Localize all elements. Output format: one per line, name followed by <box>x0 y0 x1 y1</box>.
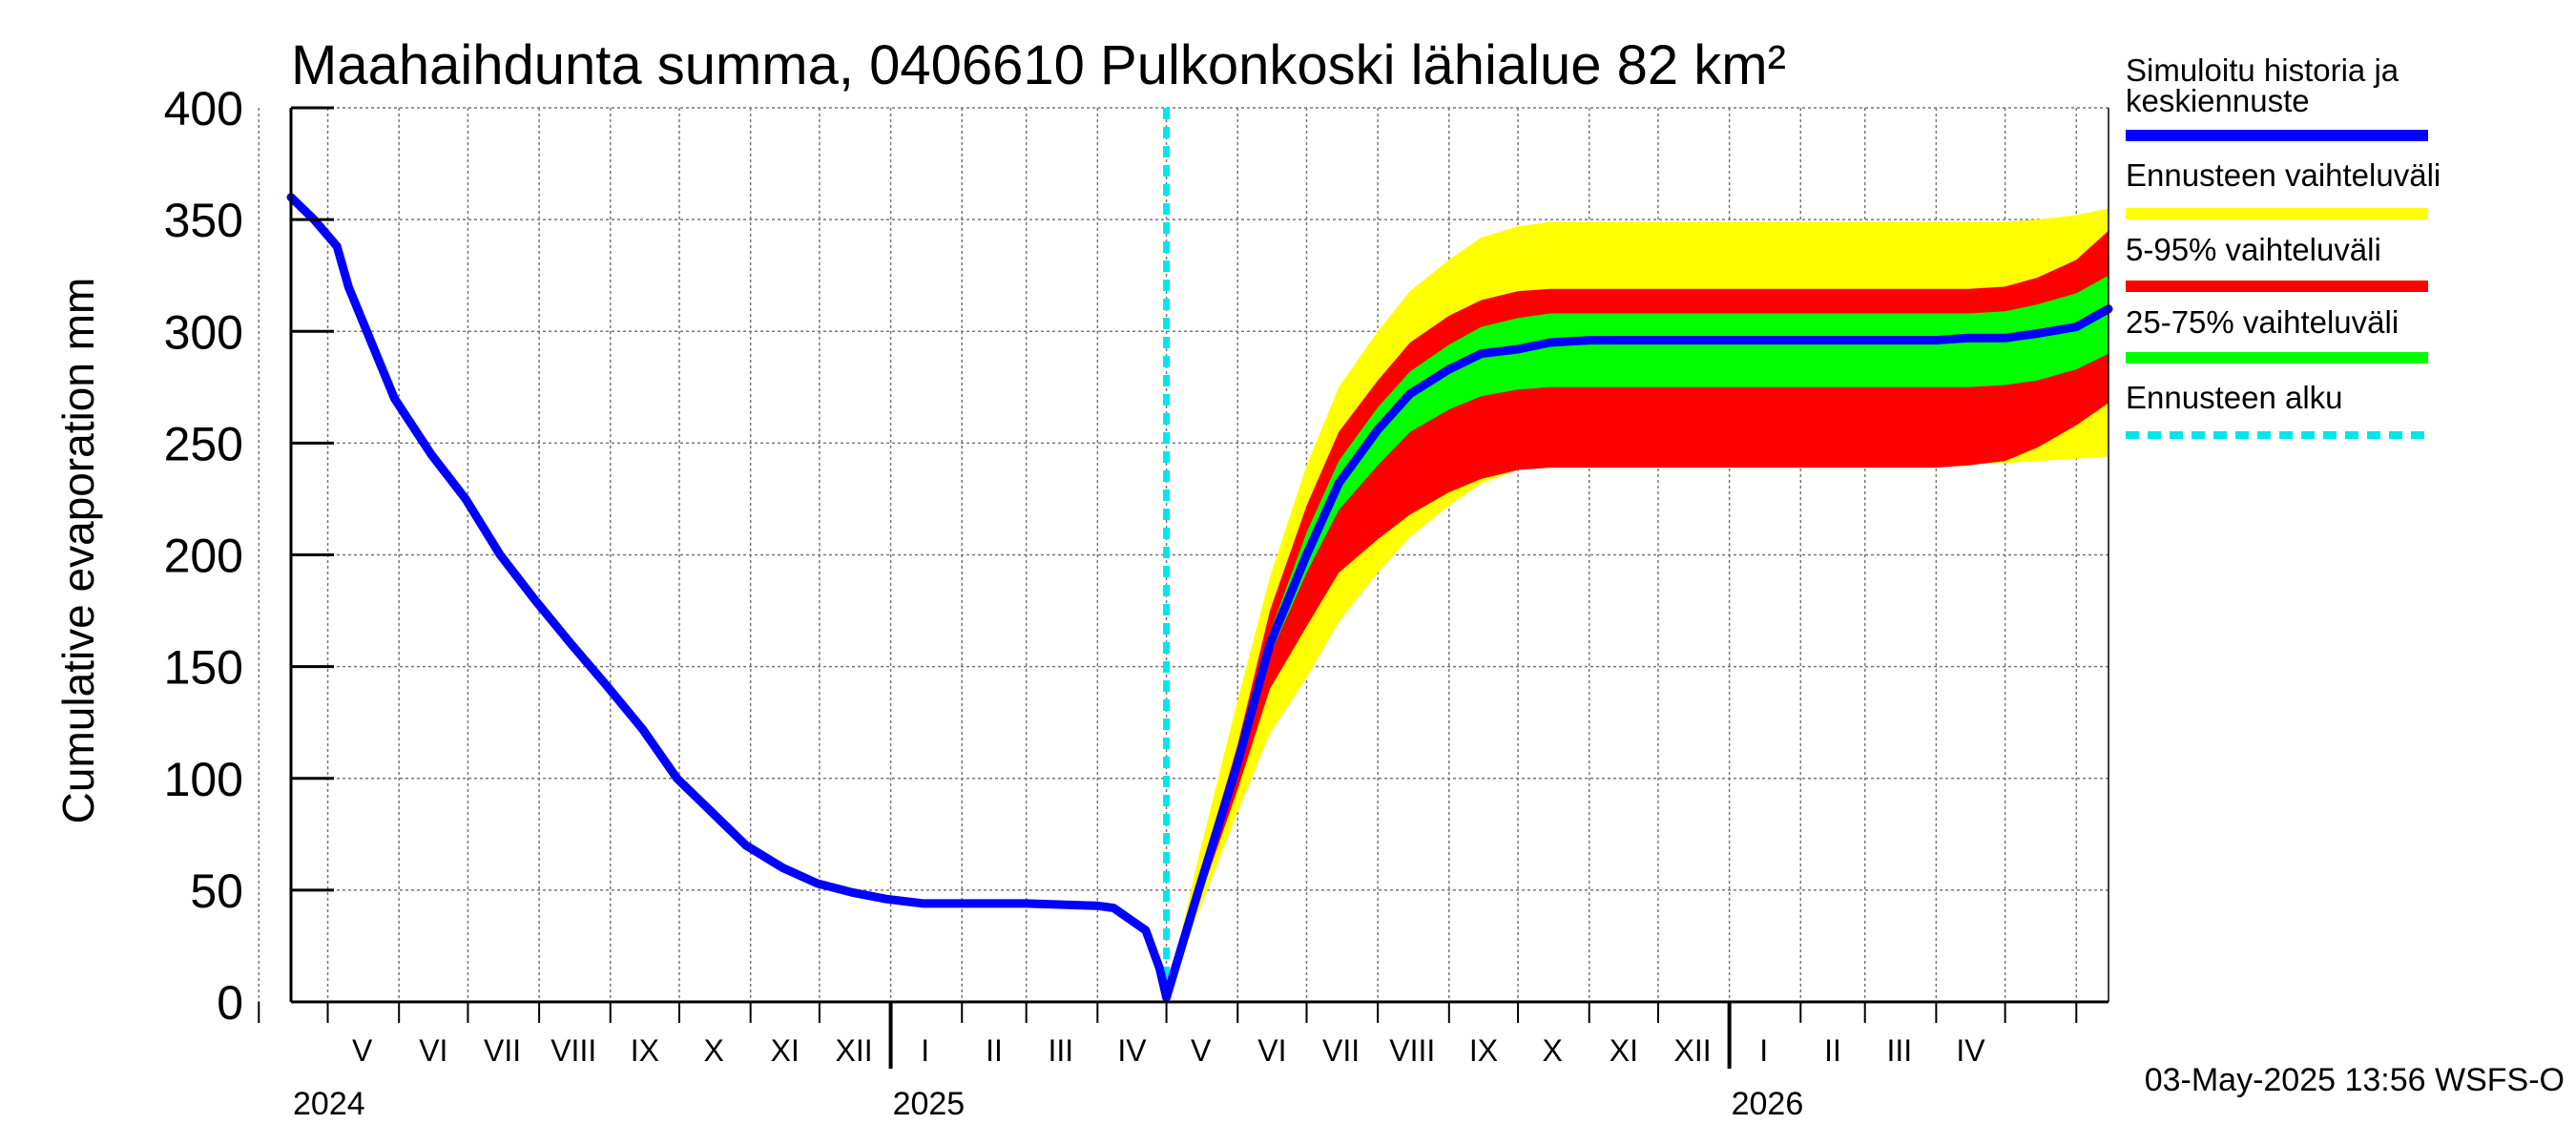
legend-history-label: Simuloitu historia ja <box>2126 52 2399 88</box>
month-label: X <box>1543 1033 1563 1068</box>
y-tick-label: 400 <box>164 82 243 135</box>
month-label: V <box>352 1033 373 1068</box>
month-label: VI <box>1257 1033 1286 1068</box>
month-label: X <box>703 1033 723 1068</box>
month-label: IX <box>1469 1033 1498 1068</box>
y-tick-label: 0 <box>217 976 243 1030</box>
year-label: 2024 <box>293 1086 365 1122</box>
month-label: III <box>1887 1033 1913 1068</box>
footer-timestamp: 03-May-2025 13:56 WSFS-O <box>2145 1062 2565 1098</box>
month-label: VII <box>1322 1033 1360 1068</box>
month-label: II <box>986 1033 1003 1068</box>
legend-forecast-start-label: Ennusteen alku <box>2126 380 2343 415</box>
month-label: I <box>1759 1033 1768 1068</box>
y-axis-label: Cumulative evaporation mm <box>53 278 103 824</box>
month-label: II <box>1824 1033 1841 1068</box>
y-tick-label: 100 <box>164 753 243 806</box>
y-tick-label: 350 <box>164 194 243 247</box>
chart-title: Maahaihdunta summa, 0406610 Pulkonkoski … <box>291 34 1786 96</box>
month-label: VI <box>419 1033 447 1068</box>
legend-25-75-label: 25-75% vaihteluväli <box>2126 304 2399 340</box>
month-label: VII <box>484 1033 521 1068</box>
y-tick-label: 250 <box>164 417 243 470</box>
series-lines <box>286 108 2113 1002</box>
band-25-75 <box>1166 275 2109 998</box>
y-tick-label: 150 <box>164 641 243 695</box>
month-label: XI <box>771 1033 800 1068</box>
month-label: IV <box>1117 1033 1147 1068</box>
legend-5-95-label: 5-95% vaihteluväli <box>2126 232 2381 267</box>
month-label: VIII <box>551 1033 596 1068</box>
year-label: 2025 <box>893 1086 966 1122</box>
legend-forecast-range-label: Ennusteen vaihteluväli <box>2126 157 2441 193</box>
year-label: 2026 <box>1732 1086 1804 1122</box>
history-line <box>286 193 1172 1002</box>
month-label: IX <box>631 1033 659 1068</box>
month-label: I <box>921 1033 929 1068</box>
month-label: XII <box>1674 1033 1712 1068</box>
month-label: XI <box>1610 1033 1638 1068</box>
y-tick-label: 300 <box>164 305 243 359</box>
y-tick-label: 50 <box>190 864 243 918</box>
y-tick-label: 200 <box>164 530 243 583</box>
month-label: V <box>1191 1033 1212 1068</box>
median-forecast-line <box>1162 304 2113 1002</box>
month-label: XII <box>835 1033 872 1068</box>
forecast-bands <box>1166 208 2109 998</box>
month-label: IV <box>1956 1033 1985 1068</box>
legend-history-label-line2: keskiennuste <box>2126 83 2310 118</box>
month-label: VIII <box>1389 1033 1435 1068</box>
month-label: III <box>1048 1033 1073 1068</box>
